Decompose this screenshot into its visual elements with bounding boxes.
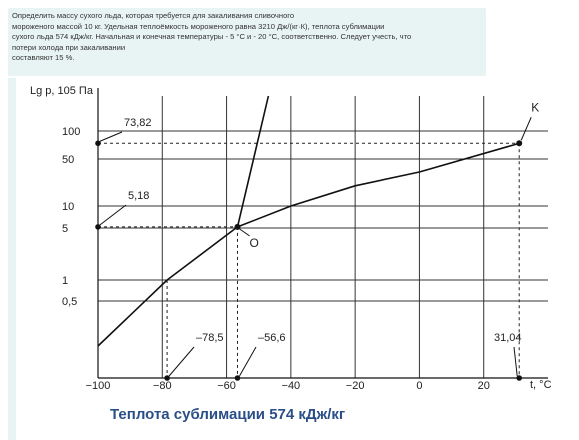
sublimation-vaporization-curve: [97, 142, 520, 347]
y-tick-label: 100: [62, 126, 80, 138]
guide-layer: [98, 142, 520, 378]
x-tick-label: −40: [282, 380, 301, 392]
axis-marker-dot: [95, 224, 101, 230]
x-tick-label: 20: [478, 380, 490, 392]
value-annotation: 73,82: [124, 117, 152, 129]
leader-line-o: [239, 228, 250, 237]
x-tick-label: −20: [346, 380, 365, 392]
annotation-leader: [99, 204, 127, 226]
point-label-k: K: [531, 100, 539, 114]
value-annotation: 31,04: [494, 332, 522, 344]
problem-line: мороженого массой 10 кг. Удельная теплоё…: [12, 21, 385, 31]
key-point-o: [234, 223, 241, 230]
value-annotation: –56,6: [258, 332, 286, 344]
problem-line: потери холода при закаливании: [12, 42, 126, 52]
problem-box: [8, 8, 486, 76]
axis-marker-dot: [95, 140, 101, 147]
annotation-leader: [239, 346, 257, 377]
y-tick-label: 5: [62, 223, 68, 235]
axis-marker-dot: [164, 375, 170, 381]
key-point-k: [516, 140, 523, 147]
axis-marker-dot: [234, 375, 241, 381]
leader-line-k: [520, 117, 532, 141]
y-tick-label: 1: [62, 275, 68, 287]
problem-text: Определить массу сухого льда, которая тр…: [12, 11, 482, 64]
chart-caption: Теплота сублимации 574 кДж/кг: [110, 406, 345, 423]
label-layer: 100 50 10 5 1 0,5 −100 −80 −60 −40 −20 0 20 O K 73,82 5,…: [62, 100, 539, 392]
problem-line: Определить массу сухого льда, которая тр…: [12, 11, 295, 20]
axis-marker-dot: [516, 375, 522, 381]
grid-layer: [98, 96, 548, 378]
x-axis-label: t, °С: [530, 379, 552, 391]
series-layer: [97, 95, 520, 347]
y-axis-label: Lg p, 105 Па: [30, 85, 94, 97]
annotation-leader: [513, 346, 518, 377]
point-layer: [95, 140, 523, 381]
x-tick-label: −100: [86, 380, 111, 392]
point-label-o: O: [250, 236, 259, 250]
value-annotation: 5,18: [128, 190, 149, 202]
x-tick-label: −60: [217, 380, 236, 392]
x-tick-label: −80: [153, 380, 172, 392]
annotation-leader: [168, 346, 195, 377]
problem-line: сухого льда 574 кДж/кг. Начальная и коне…: [12, 32, 412, 42]
melting-curve: [236, 95, 270, 228]
y-tick-label: 50: [62, 154, 74, 166]
axis-layer: [97, 88, 548, 379]
problem-line: составляют 15 %.: [12, 53, 75, 63]
y-tick-label: 0,5: [62, 296, 77, 308]
y-tick-label: 10: [62, 201, 74, 213]
annotation-leader: [99, 131, 123, 142]
x-tick-label: 0: [416, 380, 422, 392]
value-annotation: –78,5: [196, 332, 224, 344]
